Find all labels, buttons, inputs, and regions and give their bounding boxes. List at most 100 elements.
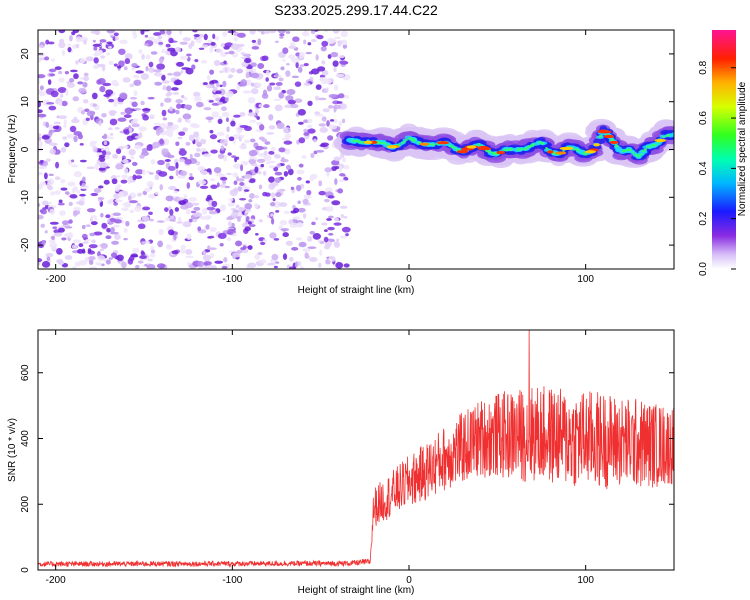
colorbar-tick-label: 0.8: [698, 60, 709, 74]
spectrogram-noise-speckle: [38, 214, 44, 220]
spectrogram-noise-speckle: [98, 154, 106, 159]
spectrogram-noise-speckle: [333, 84, 339, 91]
spectrogram-noise-speckle: [257, 62, 265, 70]
spectrogram-noise-speckle: [303, 82, 311, 86]
spectrogram-noise-speckle: [103, 93, 111, 98]
spectrogram-noise-speckle: [144, 187, 151, 193]
spectrogram-noise-speckle: [92, 103, 97, 107]
spectrogram-noise-speckle: [158, 171, 168, 177]
spectrogram-noise-speckle: [289, 256, 294, 262]
spectrogram-noise-speckle: [315, 217, 319, 221]
spectrogram-noise-speckle: [82, 176, 86, 183]
spectrogram-noise-speckle: [64, 142, 70, 148]
spectrogram-noise-speckle: [79, 143, 84, 146]
spectrogram-noise-speckle: [109, 132, 114, 136]
spectrogram-noise-speckle: [327, 135, 334, 141]
spectrogram-noise-speckle: [142, 114, 149, 121]
spectrogram-noise-speckle: [230, 67, 236, 73]
spectrogram-noise-speckle: [127, 195, 132, 202]
spectrogram-noise-speckle: [327, 54, 332, 59]
spectrogram-noise-speckle: [129, 96, 138, 100]
spectrogram-noise-speckle: [319, 74, 326, 78]
spectrogram-noise-speckle: [107, 199, 114, 205]
spectrogram-noise-speckle: [328, 105, 334, 109]
spectrogram-ridge-peak: [477, 145, 489, 150]
spectrogram-ridge-blob: [503, 148, 507, 151]
spectrogram-noise-speckle: [85, 224, 91, 227]
spectrogram-noise-speckle: [321, 60, 326, 65]
spectrogram-noise-speckle: [212, 94, 220, 99]
spectrogram-noise-speckle: [85, 239, 91, 242]
spectrogram-noise-speckle: [38, 77, 41, 85]
spectrogram-noise-speckle: [243, 189, 250, 192]
spectrogram-ridge-blob: [492, 152, 497, 155]
spectrogram-noise-speckle: [210, 41, 216, 46]
spectrogram-noise-speckle: [298, 163, 304, 168]
spectrogram-noise-speckle: [206, 194, 212, 200]
spectrogram-noise-speckle: [180, 204, 189, 210]
spectrogram-noise-speckle: [142, 190, 148, 196]
spectrogram-noise-speckle: [187, 261, 191, 266]
spectrogram-noise-speckle: [92, 43, 102, 47]
spectrogram-noise-speckle: [45, 121, 50, 128]
spectrogram-noise-speckle: [273, 237, 280, 241]
spectrogram-noise-speckle: [171, 218, 176, 222]
spectrogram-noise-speckle: [248, 159, 257, 165]
spectrogram-noise-speckle: [172, 92, 180, 95]
spectrogram-noise-speckle: [269, 232, 277, 239]
spectrogram-ridge-blob: [528, 144, 532, 147]
spectrogram-noise-speckle: [170, 215, 175, 220]
spectrogram-noise-speckle: [113, 202, 119, 206]
spectrogram-noise-speckle: [322, 108, 330, 113]
spectrogram-noise-speckle: [217, 153, 225, 159]
snr-y-tick-label: 0: [20, 567, 31, 573]
spectrogram-noise-speckle: [99, 248, 105, 252]
spectrogram-noise-speckle: [318, 190, 326, 196]
spectrogram-noise-speckle: [178, 117, 182, 123]
spectrogram-noise-speckle: [185, 141, 191, 146]
spectrogram-noise-speckle: [259, 259, 267, 264]
spectrogram-noise-speckle: [228, 197, 234, 202]
spectrogram-noise-speckle: [57, 227, 65, 233]
spectrogram-ridge-peak: [559, 146, 574, 151]
spectrogram-noise-speckle: [333, 217, 340, 222]
spectrogram-noise-speckle: [341, 39, 348, 46]
spectrogram-noise-speckle: [321, 116, 327, 122]
spectrogram-y-tick-label: 0: [20, 146, 31, 152]
chart-title: S233.2025.299.17.44.C22: [274, 2, 438, 18]
spectrogram-ridge-peak: [597, 130, 612, 134]
spectrogram-noise-speckle: [62, 220, 69, 226]
spectrogram-noise-speckle: [149, 218, 154, 222]
spectrogram-noise-speckle: [182, 113, 192, 120]
spectrogram-noise-speckle: [321, 40, 329, 47]
snr-x-tick-label: 0: [406, 575, 412, 586]
spectrogram-noise-speckle: [299, 64, 305, 67]
spectrogram-noise-speckle: [79, 159, 87, 163]
spectrogram-noise-speckle: [220, 145, 225, 151]
spectrogram-noise-speckle: [57, 87, 67, 94]
spectrogram-noise-speckle: [244, 226, 251, 232]
spectrogram-noise-speckle: [178, 200, 187, 205]
spectrogram-noise-speckle: [98, 167, 106, 171]
spectrogram-noise-speckle: [101, 65, 106, 72]
spectrogram-noise-speckle: [169, 209, 174, 216]
spectrogram-ridge-blob: [646, 145, 652, 148]
spectrogram-noise-speckle: [202, 207, 208, 215]
spectrogram-noise-speckle: [305, 51, 313, 55]
spectrogram-noise-speckle: [98, 197, 105, 201]
spectrogram-noise-speckle: [54, 190, 61, 195]
spectrogram-noise-speckle: [312, 232, 322, 240]
spectrogram-noise-speckle: [185, 67, 194, 75]
spectrogram-ridge-blob: [582, 152, 587, 155]
spectrogram-noise-speckle: [298, 53, 305, 60]
spectrogram-ridge-blob: [624, 149, 628, 152]
spectrogram-noise-speckle: [71, 188, 76, 193]
spectrogram-noise-speckle: [339, 205, 348, 209]
spectrogram-noise-speckle: [297, 200, 301, 205]
spectrogram-noise-speckle: [292, 36, 300, 43]
spectrogram-noise-speckle: [268, 150, 275, 155]
spectrogram-noise-speckle: [105, 52, 111, 56]
spectrogram-noise-speckle: [140, 100, 145, 106]
spectrogram-noise-speckle: [214, 260, 224, 264]
spectrogram-noise-speckle: [99, 39, 107, 43]
